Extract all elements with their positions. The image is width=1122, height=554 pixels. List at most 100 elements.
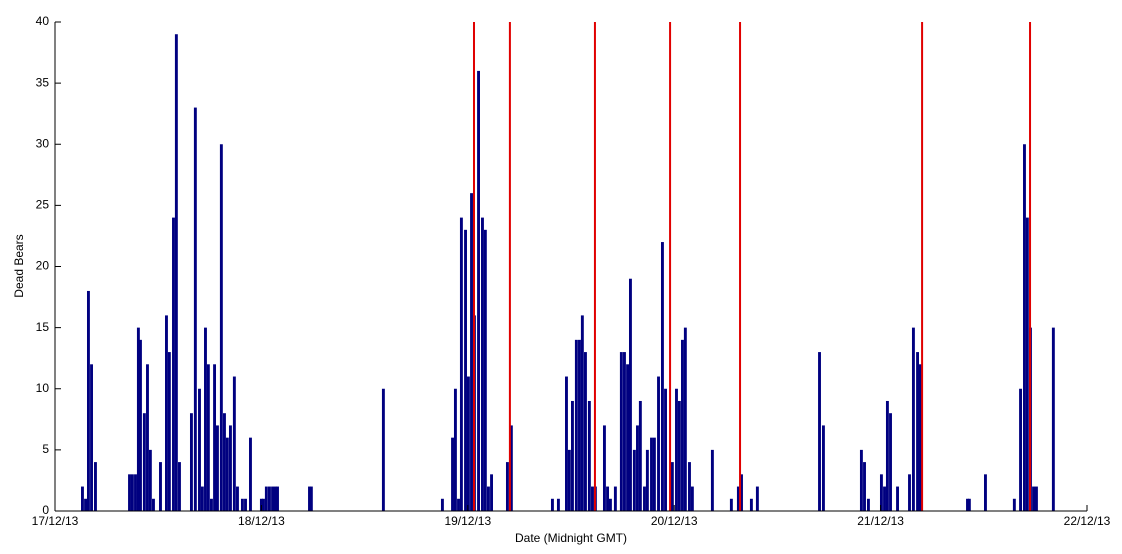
bar — [602, 425, 606, 511]
x-tick-label: 19/12/13 — [444, 514, 491, 528]
bar — [606, 486, 609, 511]
bar — [591, 486, 594, 511]
bar — [984, 474, 987, 511]
bar — [918, 364, 922, 511]
bar — [608, 498, 612, 511]
x-tick-label: 17/12/13 — [32, 514, 79, 528]
bar — [626, 364, 630, 511]
bar — [264, 486, 268, 511]
y-tick-label: 35 — [36, 75, 50, 89]
y-tick-label: 5 — [42, 442, 49, 456]
bar — [688, 462, 691, 511]
bar — [967, 498, 971, 511]
bar — [690, 486, 694, 511]
bar — [863, 462, 866, 511]
y-tick-label: 15 — [36, 320, 50, 334]
bar — [268, 486, 271, 511]
bar — [885, 400, 889, 511]
bar — [90, 364, 93, 511]
bar — [821, 425, 825, 511]
bar — [749, 498, 753, 511]
bar — [470, 193, 473, 511]
bar — [172, 217, 175, 511]
bar — [571, 400, 574, 511]
y-tick-label: 0 — [42, 503, 49, 517]
bar — [213, 364, 217, 511]
y-tick-label: 25 — [36, 198, 50, 212]
bar — [683, 327, 687, 511]
bar — [628, 278, 632, 511]
bar — [623, 352, 626, 511]
x-tick-label: 18/12/13 — [238, 514, 285, 528]
y-tick-label: 20 — [36, 259, 50, 273]
y-tick-label: 10 — [36, 381, 50, 395]
bar — [1051, 327, 1055, 511]
bar — [1032, 486, 1035, 511]
bar — [81, 486, 84, 511]
bar — [505, 462, 509, 511]
bar — [908, 474, 911, 511]
bar — [578, 339, 581, 511]
bar — [273, 486, 277, 511]
bar — [167, 352, 171, 511]
bar — [381, 388, 385, 511]
bar — [584, 352, 587, 511]
y-axis-label: Dead Bears — [12, 234, 26, 297]
bar — [675, 388, 678, 511]
bar — [650, 437, 653, 511]
bar — [755, 486, 759, 511]
x-tick-label: 21/12/13 — [857, 514, 904, 528]
bar — [911, 327, 915, 511]
bar — [249, 437, 252, 511]
bar — [652, 437, 656, 511]
bar — [1023, 144, 1026, 511]
bar — [619, 352, 623, 511]
bar — [896, 486, 899, 511]
bar — [660, 242, 664, 512]
bar — [818, 352, 821, 511]
bar — [244, 498, 247, 511]
bar — [459, 217, 463, 511]
bar — [193, 107, 197, 511]
bar — [883, 486, 886, 511]
bar — [1034, 486, 1038, 511]
bar — [966, 498, 969, 511]
bar — [740, 474, 743, 511]
bar — [613, 486, 617, 511]
bar — [232, 376, 236, 511]
bar — [464, 229, 467, 511]
bar — [638, 400, 642, 511]
bar — [228, 425, 232, 511]
bar — [309, 486, 313, 511]
bar — [139, 339, 142, 511]
bar — [271, 486, 275, 511]
bar — [486, 486, 490, 511]
bar — [128, 474, 131, 511]
bar — [587, 400, 591, 511]
bar — [580, 315, 584, 511]
bar — [219, 144, 223, 511]
bar — [453, 388, 457, 511]
bar — [632, 449, 636, 511]
bar — [84, 498, 88, 511]
bar — [215, 425, 219, 511]
bar — [866, 498, 870, 511]
bar — [710, 449, 714, 511]
bar — [664, 388, 667, 511]
bar — [636, 425, 639, 511]
bar — [159, 462, 162, 511]
bar — [567, 449, 571, 511]
bar — [174, 34, 178, 511]
bar — [859, 449, 863, 511]
bar — [142, 413, 146, 511]
bar — [729, 498, 733, 511]
bar — [178, 462, 181, 511]
x-axis-label: Date (Midnight GMT) — [515, 531, 627, 545]
bar — [236, 486, 239, 511]
bar — [556, 498, 560, 511]
bar — [198, 388, 201, 511]
bar — [210, 498, 213, 511]
bar — [440, 498, 444, 511]
bar — [670, 462, 674, 511]
